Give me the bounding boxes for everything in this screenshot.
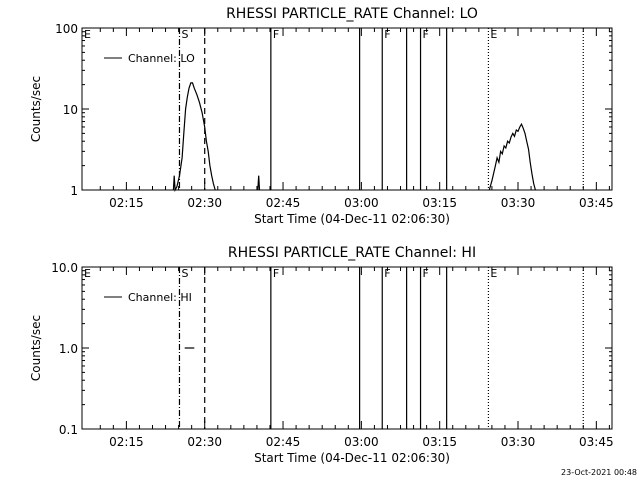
y-tick-label: 10 (63, 103, 78, 117)
panel-lo-channel: RHESSI PARTICLE_RATE Channel: LO Start Ti… (29, 6, 614, 226)
y-tick-label: 0.1 (59, 423, 78, 437)
x-tick-label: 03:00 (344, 196, 379, 210)
panel-hi-channel: RHESSI PARTICLE_RATE Channel: HI Start Ti… (29, 245, 614, 465)
x-tick-label: 02:45 (266, 196, 301, 210)
event-marker-label: E (490, 28, 497, 41)
event-marker-label: F (384, 28, 390, 41)
x-tick-label: 02:30 (187, 196, 222, 210)
legend-label: Channel: HI (128, 291, 192, 304)
x-tick-label: 02:30 (187, 435, 222, 449)
x-tick-label: 02:45 (266, 435, 301, 449)
event-marker-label: F (384, 267, 390, 280)
event-marker-label: F (423, 267, 429, 280)
event-marker-label: S (181, 267, 188, 280)
data-series-line (257, 175, 261, 191)
x-tick-label: 03:15 (422, 435, 457, 449)
x-tick-label: 03:15 (422, 196, 457, 210)
legend-label: Channel: LO (128, 52, 195, 65)
event-marker-label: E (84, 28, 91, 41)
chart-title: RHESSI PARTICLE_RATE Channel: HI (228, 245, 476, 261)
x-axis-label: Start Time (04-Dec-11 02:06:30) (254, 451, 450, 465)
event-marker-label: E (84, 267, 91, 280)
y-axis-label: Counts/sec (29, 315, 43, 381)
y-tick-label: 100 (55, 22, 78, 36)
event-marker-label: F (273, 267, 279, 280)
y-tick-label: 1.0 (59, 342, 78, 356)
chart-title: RHESSI PARTICLE_RATE Channel: LO (226, 6, 478, 22)
data-series-line (488, 122, 536, 191)
y-tick-label: 1 (70, 184, 78, 198)
event-marker-label: F (423, 28, 429, 41)
x-tick-label: 03:45 (579, 435, 614, 449)
plot-timestamp: 23-Oct-2021 00:48 (561, 468, 637, 477)
y-axis-label: Counts/sec (29, 76, 43, 142)
x-tick-label: 02:15 (109, 196, 144, 210)
x-tick-label: 03:00 (344, 435, 379, 449)
x-tick-label: 03:30 (501, 435, 536, 449)
event-marker-label: E (490, 267, 497, 280)
y-tick-label: 10.0 (51, 261, 78, 275)
x-tick-label: 03:45 (579, 196, 614, 210)
data-series-line (172, 82, 216, 193)
x-tick-label: 03:30 (501, 196, 536, 210)
x-tick-label: 02:15 (109, 435, 144, 449)
x-axis-label: Start Time (04-Dec-11 02:06:30) (254, 212, 450, 226)
event-marker-label: S (181, 28, 188, 41)
event-marker-label: F (273, 28, 279, 41)
